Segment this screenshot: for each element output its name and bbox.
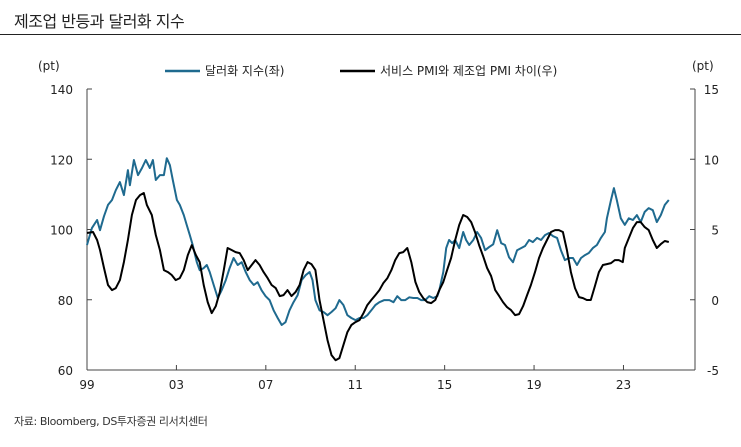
y-axis-left-unit: (pt) bbox=[38, 59, 60, 73]
y-left-tick-label: 120 bbox=[50, 153, 73, 167]
x-tick-label: 15 bbox=[437, 378, 452, 392]
x-tick-label: 19 bbox=[526, 378, 541, 392]
x-tick-label: 07 bbox=[258, 378, 273, 392]
legend-label-dollar-index: 달러화 지수(좌) bbox=[205, 64, 284, 78]
axes: 60 80 100 120 140 -5 0 5 10 15 99 03 07 11 15 19 23 bbox=[50, 83, 719, 392]
x-tick-label: 23 bbox=[616, 378, 631, 392]
y-left-tick-label: 80 bbox=[58, 294, 73, 308]
x-tick-label: 03 bbox=[169, 378, 184, 392]
series-lines bbox=[86, 157, 670, 362]
y-right-tick-label: 0 bbox=[711, 294, 719, 308]
series-line-pmi-spread bbox=[86, 192, 670, 362]
series-line-dollar-index bbox=[86, 157, 670, 326]
y-right-tick-label: 10 bbox=[704, 153, 719, 167]
y-left-tick-label: 60 bbox=[58, 364, 73, 378]
y-right-tick-label: -5 bbox=[707, 364, 719, 378]
y-left-tick-label: 100 bbox=[50, 224, 73, 238]
source-note: 자료: Bloomberg, DS투자증권 리서치센터 bbox=[14, 415, 208, 428]
title-divider bbox=[0, 34, 741, 35]
legend-label-pmi-spread: 서비스 PMI와 제조업 PMI 차이(우) bbox=[380, 64, 557, 78]
y-right-tick-label: 5 bbox=[711, 224, 719, 238]
x-tick-label: 11 bbox=[348, 378, 363, 392]
y-axis-right-unit: (pt) bbox=[692, 59, 714, 73]
x-tick-label: 99 bbox=[79, 378, 94, 392]
y-left-tick-label: 140 bbox=[50, 83, 73, 97]
chart-title: 제조업 반등과 달러화 지수 bbox=[14, 12, 185, 31]
legend: 달러화 지수(좌) 서비스 PMI와 제조업 PMI 차이(우) bbox=[165, 64, 557, 78]
y-right-tick-label: 15 bbox=[704, 83, 719, 97]
